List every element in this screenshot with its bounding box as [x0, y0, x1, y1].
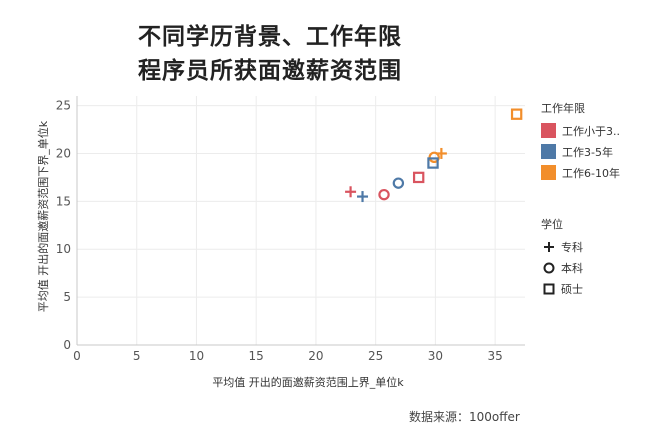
legend-label: 本科	[561, 261, 583, 275]
legend-label: 工作小于3..	[562, 124, 620, 138]
y-tick-label: 20	[56, 146, 71, 160]
y-tick-label: 0	[63, 338, 71, 352]
x-tick-label: 35	[487, 349, 502, 363]
data-point-square	[427, 157, 439, 169]
y-tick-label: 15	[56, 194, 71, 208]
square-icon	[541, 281, 556, 296]
shape-legend: 学位 专科 本科 硕士	[541, 216, 583, 299]
chart-title-line-2: 程序员所获面邀薪资范围	[138, 58, 402, 84]
data-point-circle	[428, 151, 440, 163]
x-tick-label: 15	[249, 349, 264, 363]
color-legend-title: 工作年限	[541, 102, 585, 115]
legend-swatch	[541, 165, 556, 180]
data-point-circle	[392, 177, 405, 189]
x-tick-label: 25	[368, 349, 383, 363]
legend-swatch	[541, 123, 556, 138]
data-point-circle	[378, 188, 390, 201]
chart-title-line-1: 不同学历背景、工作年限	[138, 24, 402, 50]
legend-label: 工作6-10年	[562, 166, 620, 180]
shape-legend-title: 学位	[541, 218, 563, 231]
legend-item-bachelor[interactable]: 本科	[541, 257, 583, 278]
legend-item-master[interactable]: 硕士	[541, 278, 583, 299]
circle-icon	[541, 260, 556, 275]
legend-item-6-10-years[interactable]: 工作6-10年	[541, 162, 620, 183]
x-tick-label: 30	[428, 349, 443, 363]
y-tick-label: 5	[63, 290, 71, 304]
chart-title: 不同学历背景、工作年限 程序员所获面邀薪资范围	[90, 20, 450, 88]
y-tick-label: 25	[56, 99, 71, 113]
legend-item-less-than-3-years[interactable]: 工作小于3..	[541, 120, 620, 141]
x-tick-label: 0	[73, 349, 81, 363]
data-point-plus	[357, 191, 369, 203]
legend-label: 专科	[561, 240, 583, 254]
y-tick-label: 10	[56, 242, 71, 256]
data-point-square	[412, 171, 425, 184]
x-tick-label: 5	[133, 349, 141, 363]
x-tick-label: 20	[308, 349, 323, 363]
x-axis-label: 平均值 开出的面邀薪资范围上界_单位k	[212, 375, 404, 389]
data-source-note: 数据来源：100offer	[409, 410, 520, 424]
legend-swatch	[541, 144, 556, 159]
data-point-plus	[345, 186, 357, 198]
data-point-square	[510, 108, 523, 120]
legend-item-3-5-years[interactable]: 工作3-5年	[541, 141, 620, 162]
x-tick-label: 10	[189, 349, 204, 363]
y-axis-label: 平均值 开出的面邀薪资范围下界_单位k	[36, 120, 50, 312]
legend-item-associate-degree[interactable]: 专科	[541, 236, 583, 257]
legend-label: 硕士	[561, 282, 583, 296]
color-legend: 工作年限 工作小于3.. 工作3-5年 工作6-10年	[541, 100, 620, 183]
plus-icon	[541, 239, 556, 254]
legend-label: 工作3-5年	[562, 145, 613, 159]
